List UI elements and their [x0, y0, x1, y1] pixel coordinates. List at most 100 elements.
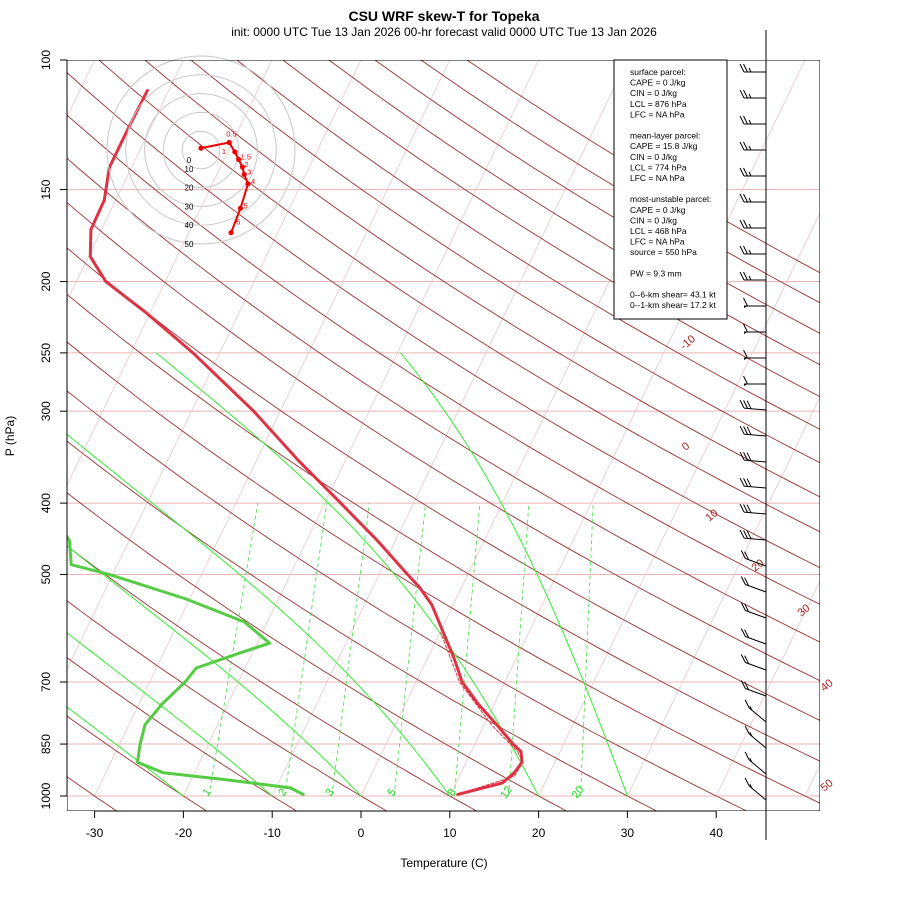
wind-barb-flag [744, 577, 750, 586]
wind-barb-shaft [744, 407, 767, 411]
hodograph-ring [144, 93, 258, 207]
y-tick-label: 150 [39, 179, 53, 199]
hodograph-point [237, 205, 244, 211]
wind-barb-flag [749, 705, 753, 711]
wind-barb-flag [740, 576, 746, 585]
wind-barb-shaft [748, 759, 767, 775]
wind-barb-flag [748, 249, 752, 255]
x-tick-label: 20 [532, 826, 546, 840]
y-tick-label: 200 [39, 271, 53, 291]
hodograph-height-label: 3 [247, 167, 251, 176]
x-tick-label: -30 [86, 826, 104, 840]
hodograph-point [226, 139, 232, 146]
wind-barb-shaft [748, 707, 767, 723]
wind-barb [743, 349, 766, 360]
wind-barb-flag [748, 67, 752, 73]
wind-barb-flag [748, 93, 752, 99]
wind-barb-flag [746, 452, 752, 461]
wind-barb-flag [743, 530, 749, 539]
dry-adiabat-line [190, 60, 820, 464]
dry-adiabat-line [67, 114, 820, 605]
info-line: CIN = 0 J/kg [630, 88, 677, 98]
y-tick-label: 100 [39, 50, 53, 70]
wind-barb-shaft [745, 584, 767, 593]
hodograph-height-label: 1 [222, 147, 226, 156]
wind-barb-flag [739, 167, 745, 177]
isotherm-line [94, 60, 451, 797]
wind-barb-flag [748, 197, 752, 203]
mixing-ratio-label: 3 [323, 787, 336, 799]
isotherm-line [627, 395, 820, 797]
info-line: CAPE = 0 J/kg [630, 205, 686, 215]
y-tick-label: 1000 [39, 782, 53, 809]
hodograph-ring-label: 50 [185, 240, 194, 249]
info-line: LCL = 468 hPa [630, 226, 687, 236]
hodograph-point [236, 156, 242, 162]
wind-barb-shaft [745, 662, 767, 671]
wind-barb-flag [739, 425, 745, 435]
x-tick-label: 40 [710, 826, 724, 840]
isotherm-line [67, 60, 184, 303]
wind-barb-flag [749, 731, 753, 737]
wind-barb-flag [740, 654, 746, 663]
wind-barb-flag [744, 629, 750, 638]
wind-barb-flag [743, 478, 749, 487]
mixing-ratio-line [331, 503, 370, 797]
hodograph-height-label: 6 [236, 218, 240, 227]
hodograph-ring-label: 0 [187, 156, 192, 165]
wind-barbs [739, 30, 767, 840]
wind-barb [739, 529, 767, 541]
wind-barb-flag [739, 503, 745, 513]
wind-barb-flag [739, 141, 745, 151]
wind-barb-shaft [748, 733, 767, 749]
dry-adiabat-line [67, 247, 820, 721]
wind-barb-flag [744, 681, 750, 690]
wind-barb-flag [739, 193, 745, 203]
wind-barb [740, 680, 767, 697]
info-line: PW = 9.3 mm [630, 268, 682, 278]
wind-barb-flag [743, 167, 748, 177]
wind-barb [743, 297, 766, 308]
wind-barb-flag [743, 63, 748, 73]
wind-barb-flag [743, 452, 749, 461]
mixing-ratio-line [453, 503, 481, 797]
wind-barb-flag [746, 504, 752, 513]
hodograph-height-label: 4 [251, 177, 255, 186]
wind-barb [739, 193, 766, 203]
wind-barb-flag [743, 426, 749, 435]
hodograph-ring-label: 10 [185, 165, 194, 174]
wind-barb-pennant [744, 306, 748, 308]
wind-barb [740, 628, 767, 645]
hodograph-point [239, 164, 245, 170]
wind-barb [743, 375, 766, 386]
hodograph-ring-label: 40 [185, 221, 194, 230]
wind-barb [739, 399, 767, 411]
hodograph-point [228, 230, 234, 236]
dry-adiabat-line [236, 60, 820, 430]
wind-barb [743, 323, 766, 334]
x-tick-label: -10 [264, 826, 282, 840]
y-tick-label: 500 [39, 564, 53, 584]
wind-barb-shaft [748, 785, 767, 801]
wind-barb-shaft [744, 485, 767, 489]
wind-barb-flag [744, 699, 750, 709]
wind-barb-shaft [744, 459, 767, 463]
isotherm-line [183, 60, 539, 797]
hodograph-point [245, 181, 251, 187]
wind-barb-flag [740, 628, 746, 637]
wind-barb-flag [743, 504, 749, 513]
wind-barb-flag [739, 451, 745, 461]
moist-adiabat-line [67, 632, 273, 797]
wind-barb-shaft [745, 610, 767, 619]
mixing-ratio-label: 1 [200, 786, 213, 798]
wind-barb-flag [743, 400, 749, 409]
dry-adiabat-line [67, 492, 568, 811]
mixing-ratio-label: 5 [385, 787, 398, 799]
wind-barb-shaft [744, 433, 767, 437]
wind-barb-flag [739, 529, 745, 539]
wind-barb-flag [744, 777, 750, 787]
hodograph-ring-label: 30 [185, 202, 194, 211]
mixing-ratio-line [284, 503, 328, 797]
wind-barb-flag [739, 245, 745, 255]
